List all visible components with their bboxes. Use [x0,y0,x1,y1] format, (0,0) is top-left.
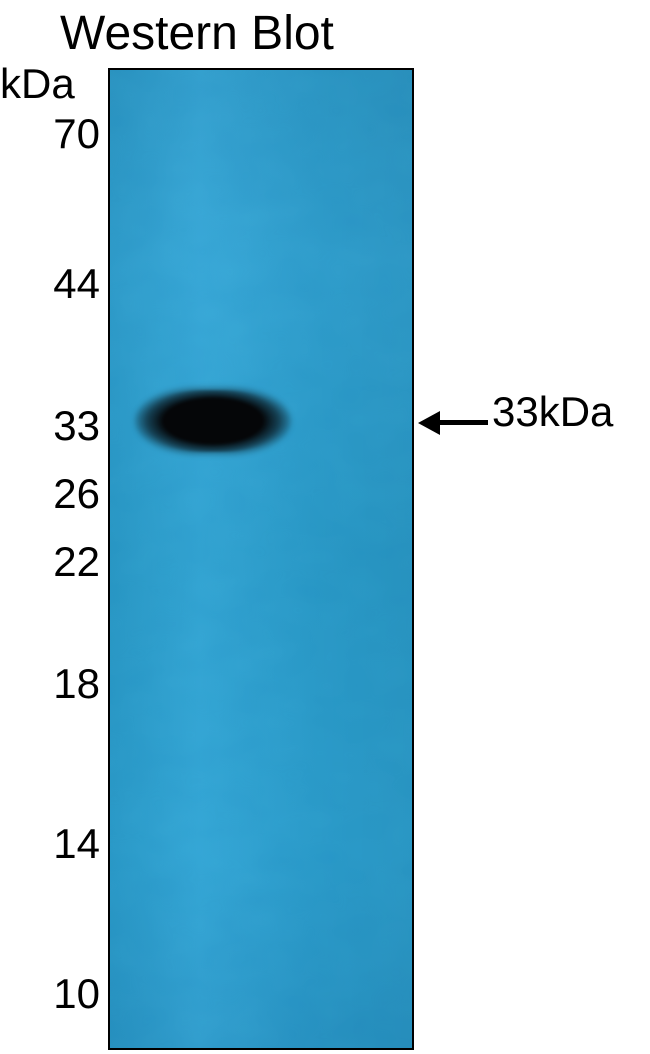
arrow-left-icon [418,411,488,435]
ladder-label: 10 [0,970,100,1018]
figure-container: Western Blot kDa 70 44 33 26 22 18 14 10… [0,0,650,1054]
band-annotation-text: 33kDa [492,388,613,436]
ladder-label: 14 [0,820,100,868]
figure-title: Western Blot [60,6,334,61]
ladder-label: 18 [0,660,100,708]
ladder-label: 70 [0,110,100,158]
band-annotation: 33kDa [418,396,613,447]
blot-membrane [108,68,414,1050]
arrow-head [418,411,440,435]
ladder-label: 33 [0,402,100,450]
protein-band [138,390,288,452]
kda-unit-label: kDa [0,60,75,108]
ladder-label: 22 [0,538,100,586]
ladder-label: 26 [0,470,100,518]
arrow-shaft [439,420,488,425]
ladder-label: 44 [0,260,100,308]
membrane-texture [110,70,412,1048]
